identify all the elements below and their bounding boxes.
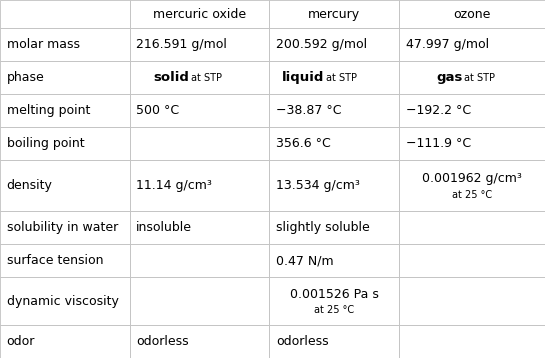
Bar bbox=[0, 94, 130, 127]
Text: solid: solid bbox=[154, 71, 190, 84]
Text: at 25 °C: at 25 °C bbox=[314, 305, 354, 315]
Text: −111.9 °C: −111.9 °C bbox=[406, 137, 471, 150]
Bar bbox=[399, 28, 545, 61]
Text: 200.592 g/mol: 200.592 g/mol bbox=[276, 38, 367, 51]
Text: melting point: melting point bbox=[7, 104, 90, 117]
Bar bbox=[399, 325, 545, 358]
Bar bbox=[399, 160, 545, 211]
Bar bbox=[399, 277, 545, 325]
Text: 216.591 g/mol: 216.591 g/mol bbox=[136, 38, 227, 51]
Bar bbox=[399, 94, 545, 127]
Text: boiling point: boiling point bbox=[7, 137, 84, 150]
Bar bbox=[130, 127, 269, 160]
Bar bbox=[130, 244, 269, 277]
Bar bbox=[0, 277, 130, 325]
Bar bbox=[0, 211, 130, 244]
Text: 11.14 g/cm³: 11.14 g/cm³ bbox=[136, 179, 212, 192]
Text: ozone: ozone bbox=[453, 8, 491, 20]
Text: 0.47 N/m: 0.47 N/m bbox=[276, 254, 334, 267]
Bar bbox=[399, 0, 545, 28]
Bar bbox=[130, 0, 269, 28]
Text: odorless: odorless bbox=[136, 335, 189, 348]
Text: density: density bbox=[7, 179, 52, 192]
Text: 356.6 °C: 356.6 °C bbox=[276, 137, 330, 150]
Bar bbox=[399, 211, 545, 244]
Bar bbox=[130, 28, 269, 61]
Bar bbox=[0, 0, 130, 28]
Text: surface tension: surface tension bbox=[7, 254, 103, 267]
Bar bbox=[269, 277, 399, 325]
Text: solubility in water: solubility in water bbox=[7, 221, 118, 234]
Bar bbox=[130, 61, 269, 94]
Bar bbox=[399, 61, 545, 94]
Text: at STP: at STP bbox=[326, 73, 357, 83]
Text: −38.87 °C: −38.87 °C bbox=[276, 104, 341, 117]
Text: at 25 °C: at 25 °C bbox=[452, 190, 492, 200]
Bar bbox=[0, 61, 130, 94]
Bar bbox=[0, 160, 130, 211]
Bar bbox=[269, 325, 399, 358]
Bar bbox=[130, 325, 269, 358]
Bar bbox=[269, 61, 399, 94]
Text: phase: phase bbox=[7, 71, 44, 84]
Text: odor: odor bbox=[7, 335, 35, 348]
Text: −192.2 °C: −192.2 °C bbox=[406, 104, 471, 117]
Bar bbox=[269, 94, 399, 127]
Text: 0.001962 g/cm³: 0.001962 g/cm³ bbox=[422, 172, 522, 185]
Text: odorless: odorless bbox=[276, 335, 329, 348]
Bar bbox=[0, 244, 130, 277]
Bar bbox=[130, 94, 269, 127]
Bar bbox=[269, 127, 399, 160]
Bar bbox=[269, 244, 399, 277]
Text: liquid: liquid bbox=[282, 71, 324, 84]
Text: mercury: mercury bbox=[308, 8, 360, 20]
Bar bbox=[0, 127, 130, 160]
Text: 47.997 g/mol: 47.997 g/mol bbox=[406, 38, 489, 51]
Bar bbox=[130, 211, 269, 244]
Text: mercuric oxide: mercuric oxide bbox=[153, 8, 246, 20]
Bar bbox=[130, 160, 269, 211]
Text: molar mass: molar mass bbox=[7, 38, 80, 51]
Text: at STP: at STP bbox=[464, 73, 495, 83]
Text: dynamic viscosity: dynamic viscosity bbox=[7, 295, 118, 308]
Text: 13.534 g/cm³: 13.534 g/cm³ bbox=[276, 179, 360, 192]
Bar bbox=[0, 28, 130, 61]
Bar bbox=[269, 0, 399, 28]
Text: gas: gas bbox=[436, 71, 462, 84]
Bar bbox=[130, 277, 269, 325]
Bar bbox=[399, 244, 545, 277]
Bar bbox=[269, 211, 399, 244]
Text: at STP: at STP bbox=[191, 73, 222, 83]
Bar bbox=[269, 160, 399, 211]
Text: 500 °C: 500 °C bbox=[136, 104, 179, 117]
Text: 0.001526 Pa s: 0.001526 Pa s bbox=[290, 288, 379, 301]
Text: slightly soluble: slightly soluble bbox=[276, 221, 370, 234]
Bar bbox=[0, 325, 130, 358]
Bar bbox=[399, 127, 545, 160]
Bar bbox=[269, 28, 399, 61]
Text: insoluble: insoluble bbox=[136, 221, 192, 234]
